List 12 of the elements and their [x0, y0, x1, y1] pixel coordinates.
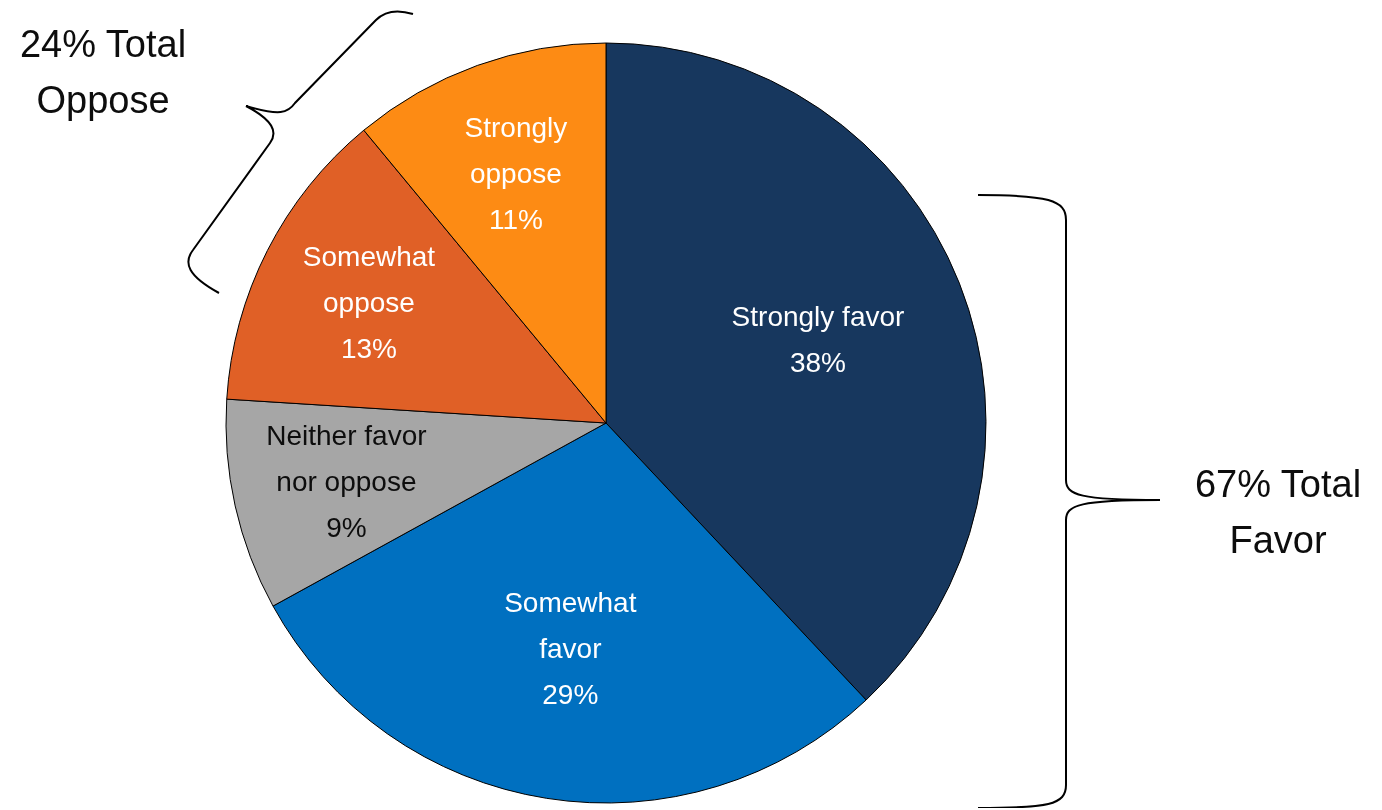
text: 24% Total Oppose	[18, 22, 188, 123]
slice-label: Somewhat oppose	[302, 240, 436, 318]
data-label: 13%	[340, 332, 398, 364]
slice-label: Strongly favor	[731, 300, 905, 332]
data-label: 29%	[542, 678, 599, 710]
text: 67% Total Favor	[1193, 462, 1363, 563]
data-label: 11%	[488, 203, 543, 235]
slice-label: Neither favor nor oppose	[266, 419, 427, 497]
slice-label: Somewhat favor	[504, 586, 637, 664]
slice-label: Strongly oppose	[464, 111, 568, 189]
data-label: 9%	[326, 511, 367, 543]
data-label: 38%	[789, 346, 847, 378]
